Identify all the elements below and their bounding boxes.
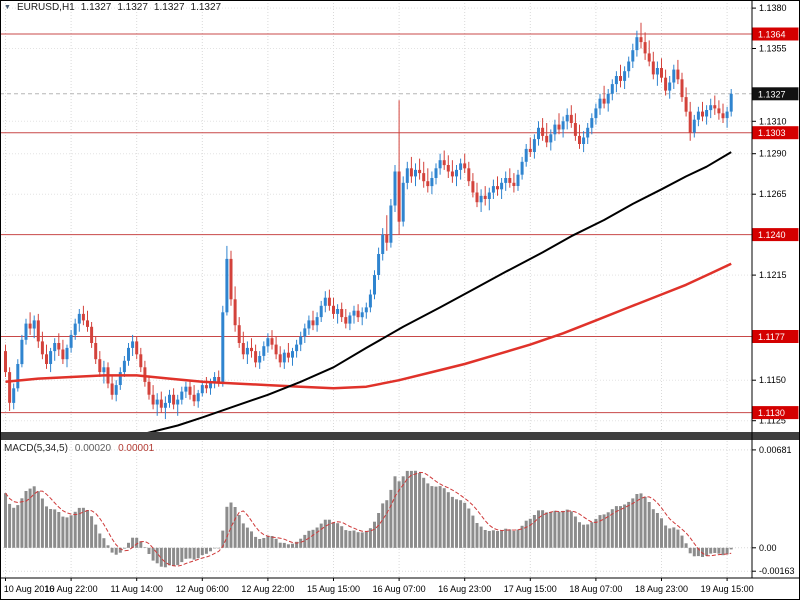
quote-high: 1.1327 bbox=[117, 2, 148, 13]
macd-axis[interactable]: 0.00681 0.00 -0.00163 bbox=[752, 445, 795, 576]
candlesticks-layer[interactable] bbox=[4, 22, 733, 420]
time-axis-label: 10 Aug 2016 bbox=[4, 584, 55, 594]
price-level-badge: 1.1177 bbox=[752, 330, 799, 343]
time-axis-label: 11 Aug 14:00 bbox=[111, 584, 163, 594]
time-axis-label: 17 Aug 15:00 bbox=[504, 584, 557, 594]
price-level-badge: 1.1240 bbox=[752, 228, 799, 242]
time-axis-label: 12 Aug 06:00 bbox=[176, 584, 229, 594]
macd-signal-line bbox=[5, 471, 732, 567]
time-axis-label: 18 Aug 07:00 bbox=[569, 584, 622, 594]
time-axis-label: 18 Aug 23:00 bbox=[635, 584, 688, 594]
time-axis-label: 16 Aug 07:00 bbox=[373, 584, 426, 594]
price-axis-label: 1.1125 bbox=[759, 416, 786, 426]
price-axis-label: 1.1290 bbox=[759, 149, 787, 159]
price-axis-label: 1.1380 bbox=[759, 3, 787, 13]
time-axis-label: 19 Aug 15:00 bbox=[701, 584, 754, 594]
macd-main-value: 0.00020 bbox=[74, 443, 112, 454]
macd-axis-label: -0.00163 bbox=[759, 566, 795, 576]
level-lines-layer bbox=[0, 33, 752, 414]
price-level-badge: 1.1130 bbox=[752, 406, 799, 420]
time-axis-label: 16 Aug 23:00 bbox=[438, 584, 491, 594]
price-axis-label: 1.1355 bbox=[759, 44, 787, 54]
price-level-badge: 1.1303 bbox=[752, 126, 799, 140]
panel-separator[interactable] bbox=[0, 432, 800, 440]
ma-red-line bbox=[5, 262, 732, 390]
svg-text:1.1130: 1.1130 bbox=[758, 408, 785, 418]
svg-text:1.1303: 1.1303 bbox=[758, 128, 786, 138]
macd-indicator-label: MACD(5,34,5) 0.00020 0.00001 bbox=[4, 443, 154, 454]
price-axis-label: 1.1310 bbox=[759, 116, 787, 126]
price-axis[interactable]: 1.1380 1.1355 1.1310 1.1290 1.1265 1.1215 1.11… bbox=[752, 3, 787, 426]
grid-layer bbox=[0, 0, 752, 578]
macd-signal-value: 0.00001 bbox=[118, 443, 155, 454]
price-axis-label: 1.1215 bbox=[759, 270, 787, 280]
svg-text:1.1177: 1.1177 bbox=[758, 332, 785, 342]
time-axis-label: 10 Aug 22:00 bbox=[45, 584, 98, 594]
quote-low: 1.1327 bbox=[153, 2, 185, 13]
time-axis-label: 12 Aug 22:00 bbox=[241, 584, 294, 594]
price-axis-label: 1.1265 bbox=[759, 189, 787, 199]
svg-text:1.1327: 1.1327 bbox=[758, 89, 786, 99]
svg-text:1.1364: 1.1364 bbox=[758, 30, 786, 40]
chart-dropdown-icon[interactable]: ▼ bbox=[4, 4, 11, 11]
macd-axis-label: 0.00681 bbox=[759, 445, 792, 455]
chart-ohlc-header: ▼ EURUSD,H1 1.1327 1.1327 1.1327 1.1327 bbox=[4, 2, 221, 13]
quote-close: 1.1327 bbox=[190, 2, 222, 13]
macd-name: MACD(5,34,5) bbox=[4, 443, 68, 454]
price-axis-label: 1.1150 bbox=[759, 375, 786, 385]
macd-histogram bbox=[4, 470, 733, 568]
quote-open: 1.1327 bbox=[80, 2, 112, 13]
time-axis-label: 15 Aug 15:00 bbox=[307, 584, 360, 594]
symbol-timeframe: EURUSD,H1 bbox=[16, 2, 75, 13]
svg-text:1.1240: 1.1240 bbox=[758, 230, 786, 240]
macd-axis-label: 0.00 bbox=[759, 543, 777, 553]
ma-black-line bbox=[144, 151, 732, 435]
current-price-badge: 1.1327 bbox=[752, 87, 799, 101]
price-level-badge: 1.1364 bbox=[752, 27, 799, 41]
